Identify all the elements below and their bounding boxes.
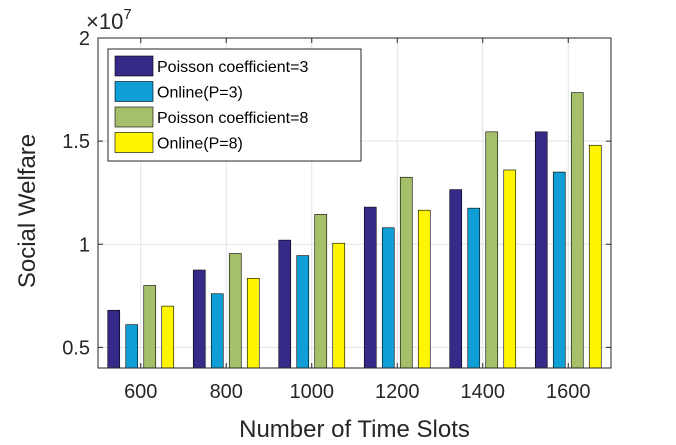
y-tick-label: 0.5 [62, 337, 90, 359]
y-axis-label: Social Welfare [14, 134, 41, 288]
x-tick-label: 600 [124, 381, 157, 403]
bar [210, 293, 224, 369]
bar [332, 242, 346, 369]
y-tick-label: 1 [79, 234, 90, 256]
bar [228, 253, 242, 369]
bar [570, 92, 584, 369]
x-tick-label: 1200 [375, 381, 420, 403]
bar [467, 207, 481, 369]
bar [552, 171, 566, 369]
bar [449, 189, 463, 369]
legend-label: Online(P=8) [157, 136, 243, 153]
x-tick-label: 1000 [290, 381, 335, 403]
y-multiplier-base: ×10 [86, 9, 123, 34]
bar [296, 255, 310, 369]
bar [588, 144, 602, 369]
bars [107, 92, 602, 369]
bar [192, 269, 206, 369]
bar [399, 176, 413, 369]
y-tick-label: 1.5 [62, 131, 90, 153]
legend-label: Online(P=3) [157, 85, 243, 102]
bar [503, 169, 517, 369]
x-axis-label: Number of Time Slots [239, 416, 470, 443]
x-tick-label: 1600 [546, 381, 591, 403]
legend-label: Poisson coefficient=3 [157, 59, 308, 76]
bar [246, 277, 260, 369]
bar [381, 227, 395, 369]
bar [125, 324, 139, 369]
legend-label: Poisson coefficient=8 [157, 110, 308, 127]
bar [278, 239, 292, 369]
bar [161, 305, 175, 369]
bar [107, 309, 121, 369]
bar [417, 209, 431, 369]
bar [363, 206, 377, 369]
legend-swatch [114, 81, 154, 102]
y-axis-multiplier: ×107 [86, 6, 132, 34]
x-tick-label: 800 [210, 381, 243, 403]
bar [314, 214, 328, 369]
legend-swatch [114, 132, 154, 153]
y-tick-label: 2 [79, 28, 90, 50]
y-multiplier-exponent: 7 [123, 6, 131, 23]
legend-swatch [114, 106, 154, 128]
legend-swatch [114, 55, 154, 77]
tick-labels: 0.5 1 1.5 2 600 800 1000 1200 1400 1600 [62, 28, 611, 403]
legend: Poisson coefficient=3 Online(P=3) Poisson … [107, 48, 362, 162]
bar [485, 131, 499, 369]
plot-area-frame [97, 37, 612, 369]
bar [143, 285, 157, 369]
bar [534, 131, 548, 369]
x-tick-label: 1400 [461, 381, 506, 403]
